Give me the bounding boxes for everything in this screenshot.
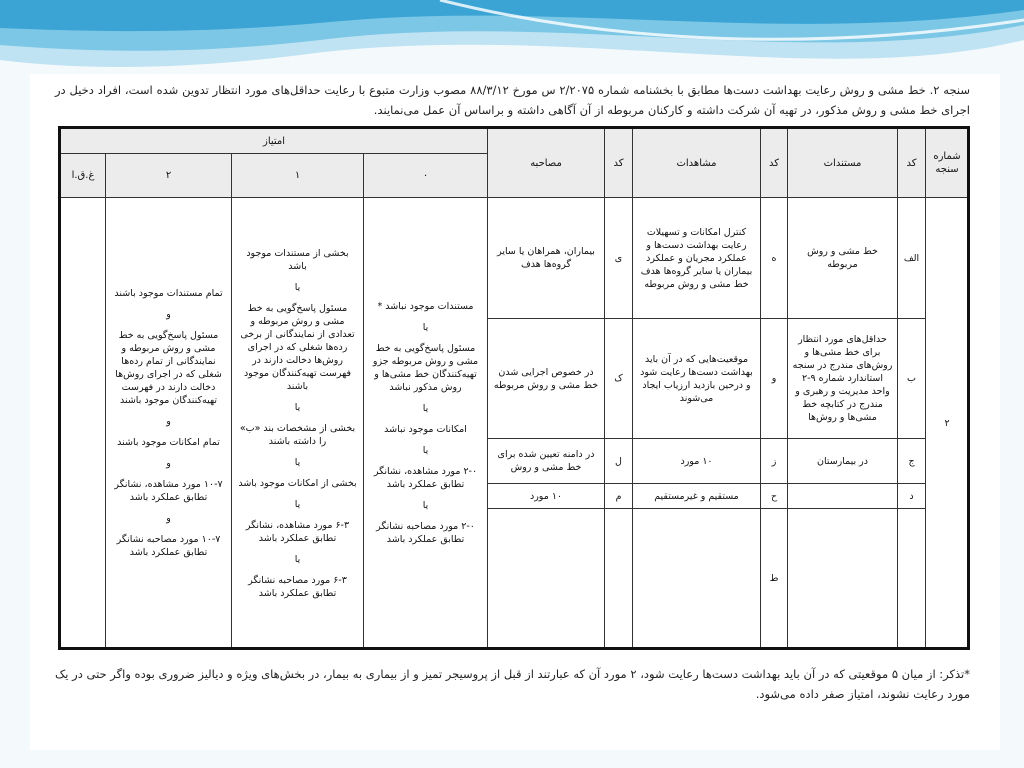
row-code: ح [760, 483, 788, 509]
header-cell: شماره سنجه [925, 128, 969, 198]
row-code: ب [897, 318, 926, 439]
documents-cell [787, 508, 898, 649]
score-line: و [166, 416, 171, 427]
score-line: یا [422, 500, 429, 511]
header-cell: کد [760, 128, 788, 198]
score-line: یا [294, 498, 301, 510]
row-code: الف [897, 197, 926, 319]
score-line: ۱۰-۷ مورد مشاهده، نشانگر تطابق عملکرد با… [114, 479, 223, 503]
observations-cell: ۱۰ مورد [632, 438, 761, 484]
score-line: یا [294, 281, 301, 293]
header-cell: مشاهدات [632, 128, 761, 198]
score-line: تمام امکانات موجود باشند [117, 437, 220, 448]
row-code [604, 508, 633, 649]
footnote: *تذکر: از میان ۵ موقعیتی که در آن باید ب… [55, 667, 970, 701]
score-line: بخشی از امکانات موجود باشد [238, 477, 357, 489]
score-header: غ.ق.ا [60, 153, 106, 198]
documents-cell: در بیمارستان [787, 438, 898, 484]
observations-cell: موقعیت‌هایی که در آن باید بهداشت دست‌ها … [632, 318, 761, 439]
row-code: ک [604, 318, 633, 439]
row-code: ی [604, 197, 633, 319]
score-line: و [166, 458, 171, 469]
score-line: ۲-۰ مورد مشاهده، نشانگر تطابق عملکرد باش… [373, 466, 478, 490]
header-cell: کد [897, 128, 926, 198]
row-code: ه [760, 197, 788, 319]
documents-cell: خط مشی و روش مربوطه [787, 197, 898, 319]
header-cell: مصاحبه [487, 128, 605, 198]
score-line: یا [294, 553, 301, 565]
row-code: د [897, 483, 926, 509]
score-line: بخشی از مشخصات بند «ب» را داشته باشند [239, 422, 356, 447]
observations-cell: مستقیم و غیرمستقیم [632, 483, 761, 509]
score-line: بخشی از مستندات موجود باشد [246, 247, 349, 272]
score-line: ۶-۳ مورد مصاحبه نشانگر تطابق عملکرد باشد [248, 574, 347, 599]
score-cell [60, 197, 106, 649]
score-line: مسئول پاسخ‌گویی به خط مشی و روش مربوطه ج… [372, 343, 479, 393]
header-cell: امتیاز [60, 128, 488, 154]
score-line: یا [422, 403, 429, 414]
intro-text: سنجه ۲. خط مشی و روش رعایت بهداشت دست‌ها… [55, 83, 970, 117]
interviews-cell: در دامنه تعیین شده برای خط مشی و روش [487, 438, 605, 484]
score-line: ۱۰-۷ مورد مصاحبه نشانگر تطابق عملکرد باش… [116, 534, 221, 558]
measure-number: ۲ [925, 197, 969, 649]
header-cell: مستندات [787, 128, 898, 198]
row-code: ل [604, 438, 633, 484]
score-line: مسئول پاسخ‌گویی به خط مشی و روش مربوطه و… [115, 330, 222, 406]
score-header: ۰ [363, 153, 488, 198]
row-code: و [760, 318, 788, 439]
score-line: امکانات موجود نباشد [384, 424, 467, 435]
score-line: تمام مستندات موجود باشند [114, 288, 223, 299]
score-cell: بخشی از مستندات موجود باشد یا مسئول پاسخ‌گ… [231, 197, 364, 649]
row-code [897, 508, 926, 649]
score-line: ۲-۰ مورد مصاحبه نشانگر تطابق عملکرد باشد [376, 521, 475, 545]
score-line: مسئول پاسخ‌گویی به خط مشی و روش مربوطه و… [240, 302, 355, 392]
score-cell: تمام مستندات موجود باشند و مسئول پاسخ‌گویی… [105, 197, 232, 649]
interviews-cell: ۱۰ مورد [487, 483, 605, 509]
score-line: و [166, 513, 171, 524]
score-line: ۶-۳ مورد مشاهده، نشانگر تطابق عملکرد باش… [245, 519, 350, 544]
score-header: ۲ [105, 153, 232, 198]
score-line: یا [294, 456, 301, 468]
row-code: ز [760, 438, 788, 484]
documents-cell [787, 483, 898, 509]
interviews-cell [487, 508, 605, 649]
header-cell: کد [604, 128, 633, 198]
score-header: ۱ [231, 153, 364, 198]
row-code: ط [760, 508, 788, 649]
row-code: ج [897, 438, 926, 484]
observations-cell [632, 508, 761, 649]
observations-cell: کنترل امکانات و تسهیلات رعایت بهداشت دست… [632, 197, 761, 319]
score-cell: مستندات موجود نباشد * یا مسئول پاسخ‌گویی ب… [363, 197, 488, 649]
score-line: یا [422, 445, 429, 456]
score-line: و [166, 309, 171, 320]
score-line: یا [422, 322, 429, 333]
documents-cell: حداقل‌های مورد انتظار برای خط مشی‌ها و ر… [787, 318, 898, 439]
score-line: یا [294, 401, 301, 413]
row-code: م [604, 483, 633, 509]
interviews-cell: بیماران، همراهان یا سایر گروه‌ها هدف [487, 197, 605, 319]
score-line: مستندات موجود نباشد * [377, 301, 474, 312]
interviews-cell: در خصوص اجرایی شدن خط مشی و روش مربوطه [487, 318, 605, 439]
